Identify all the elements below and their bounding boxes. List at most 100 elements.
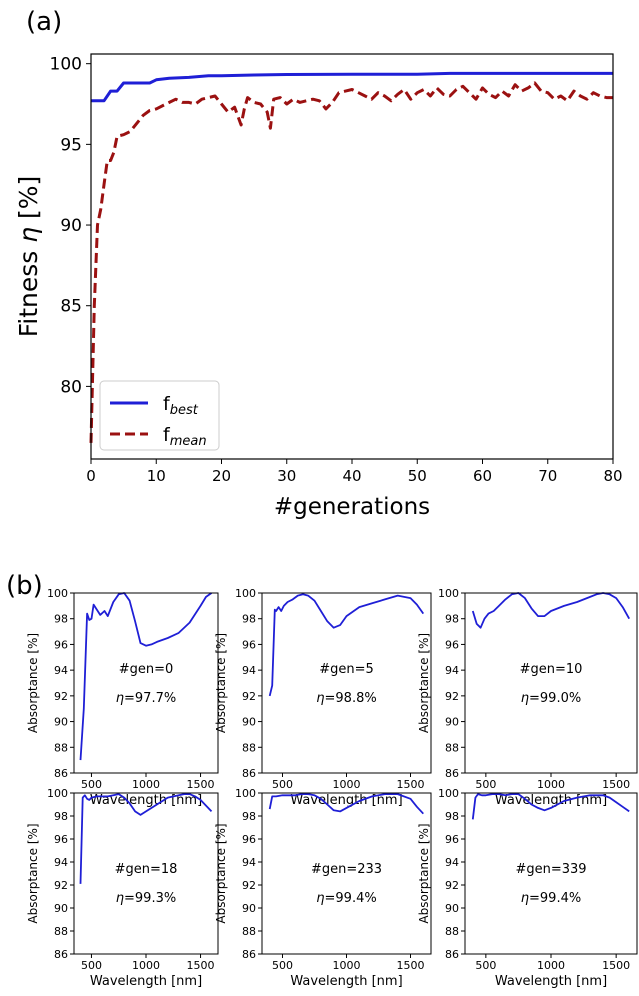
- y-tick-label: 85: [60, 297, 82, 317]
- y-tick-label: 100: [235, 787, 256, 800]
- y-tick-label: 100: [47, 587, 68, 600]
- gen-annotation: #gen=233: [311, 862, 382, 877]
- y-tick-label: 98: [242, 613, 256, 626]
- y-axis-label: Absorptance [%]: [214, 823, 228, 923]
- x-tick-label: 70: [538, 467, 557, 485]
- efficiency-annotation: η=98.8%: [316, 691, 376, 706]
- panel-a-label: (a): [26, 7, 62, 37]
- y-tick-label: 98: [445, 810, 459, 823]
- series-line-mean: [89, 81, 613, 443]
- eta-value: =99.4%: [529, 891, 581, 906]
- x-tick-label: 1500: [187, 778, 215, 791]
- x-tick-label: 1000: [333, 778, 361, 791]
- eta-symbol: η: [316, 891, 324, 906]
- eta-symbol: η: [521, 691, 529, 706]
- y-tick-label: 100: [50, 55, 82, 75]
- x-tick-label: 500: [475, 959, 496, 972]
- eta-symbol: η: [521, 891, 529, 906]
- subplot-frame: [73, 592, 219, 774]
- y-tick-label: 98: [54, 810, 68, 823]
- x-tick-label: 1500: [602, 959, 630, 972]
- y-tick-label: 96: [445, 638, 459, 651]
- subplot-frame: [464, 592, 638, 774]
- efficiency-annotation: η=97.7%: [116, 691, 176, 706]
- x-tick-label: 20: [212, 467, 231, 485]
- legend-label-best: fbest: [163, 393, 199, 418]
- y-tick-label: 96: [54, 638, 68, 651]
- y-tick-label: 80: [60, 377, 82, 397]
- x-tick-label: 1500: [602, 778, 630, 791]
- subplot-gen-18: 500 1000 1500 86 88 90 92 94 96 98 100 Wavelength […: [26, 787, 219, 989]
- x-tick-label: 30: [277, 467, 296, 485]
- y-tick-label: 92: [242, 690, 256, 703]
- efficiency-annotation: η=99.4%: [521, 891, 581, 906]
- y-tick-label: 88: [445, 741, 459, 754]
- y-axis-label: Absorptance [%]: [417, 633, 431, 733]
- legend-label-mean: fmean: [163, 424, 207, 449]
- x-axis-label: Wavelength [nm]: [90, 793, 202, 808]
- y-tick-label: 94: [242, 856, 256, 869]
- y-tick-label: 94: [445, 664, 459, 677]
- panel-b-label: (b): [6, 571, 43, 601]
- x-tick-label: 1000: [537, 959, 565, 972]
- y-axis-label: Absorptance [%]: [214, 633, 228, 733]
- x-tick-label: 500: [81, 778, 102, 791]
- y-tick-label: 96: [242, 833, 256, 846]
- x-tick-label: 40: [342, 467, 361, 485]
- y-tick-label: 90: [60, 216, 82, 236]
- y-axis-label-symbol: η: [14, 227, 43, 243]
- x-axis-label: Wavelength [nm]: [90, 974, 202, 989]
- y-axis-label-main: Fitness: [14, 243, 43, 338]
- y-tick-label: 90: [54, 902, 68, 915]
- y-tick-label: 88: [242, 925, 256, 938]
- subplot-gen-233: 500 1000 1500 86 88 90 92 94 96 98 100 Wavelength […: [214, 787, 432, 989]
- legend-label-main: f: [163, 424, 171, 446]
- x-axis-label: Wavelength [nm]: [290, 793, 402, 808]
- y-axis-label-unit: [%]: [14, 176, 43, 227]
- y-tick-label: 86: [54, 767, 68, 780]
- y-tick-label: 92: [445, 879, 459, 892]
- y-tick-label: 86: [445, 948, 459, 961]
- legend-label-sub: best: [170, 403, 199, 418]
- efficiency-annotation: η=99.0%: [521, 691, 581, 706]
- efficiency-annotation: η=99.3%: [116, 891, 176, 906]
- eta-value: =98.8%: [325, 691, 377, 706]
- y-tick-label: 90: [54, 716, 68, 729]
- series-line-best: [91, 71, 613, 103]
- x-tick-label: 1000: [333, 959, 361, 972]
- eta-value: =97.7%: [124, 691, 176, 706]
- y-tick-label: 90: [242, 902, 256, 915]
- y-tick-label: 92: [242, 879, 256, 892]
- y-tick-label: 92: [54, 690, 68, 703]
- eta-value: =99.4%: [325, 891, 377, 906]
- x-axis-label: Wavelength [nm]: [290, 974, 402, 989]
- y-tick-label: 92: [445, 690, 459, 703]
- x-tick-label: 10: [147, 467, 166, 485]
- subplot-frame: [261, 592, 432, 774]
- y-tick-label: 86: [242, 767, 256, 780]
- legend-label-main: f: [163, 393, 171, 415]
- x-axis-label: Wavelength [nm]: [495, 974, 607, 989]
- subplot-gen-0: 500 1000 1500 86 88 90 92 94 96 98 100 Wavelength […: [26, 587, 219, 808]
- y-tick-label: 100: [438, 787, 459, 800]
- y-tick-label: 90: [445, 902, 459, 915]
- x-tick-label: 80: [603, 467, 622, 485]
- y-tick-label: 92: [54, 879, 68, 892]
- y-axis-label: Absorptance [%]: [26, 823, 40, 923]
- y-axis-label: Absorptance [%]: [417, 823, 431, 923]
- y-tick-label: 88: [54, 925, 68, 938]
- y-tick-label: 90: [445, 716, 459, 729]
- x-tick-label: 500: [272, 959, 293, 972]
- legend-label-sub: mean: [170, 434, 207, 449]
- x-tick-label: 1000: [537, 778, 565, 791]
- x-tick-label: 1500: [397, 778, 425, 791]
- absorptance-line: [268, 593, 425, 697]
- y-tick-label: 94: [54, 856, 68, 869]
- x-tick-label: 1500: [187, 959, 215, 972]
- y-axis-label: Absorptance [%]: [26, 633, 40, 733]
- x-tick-label: 1000: [132, 778, 160, 791]
